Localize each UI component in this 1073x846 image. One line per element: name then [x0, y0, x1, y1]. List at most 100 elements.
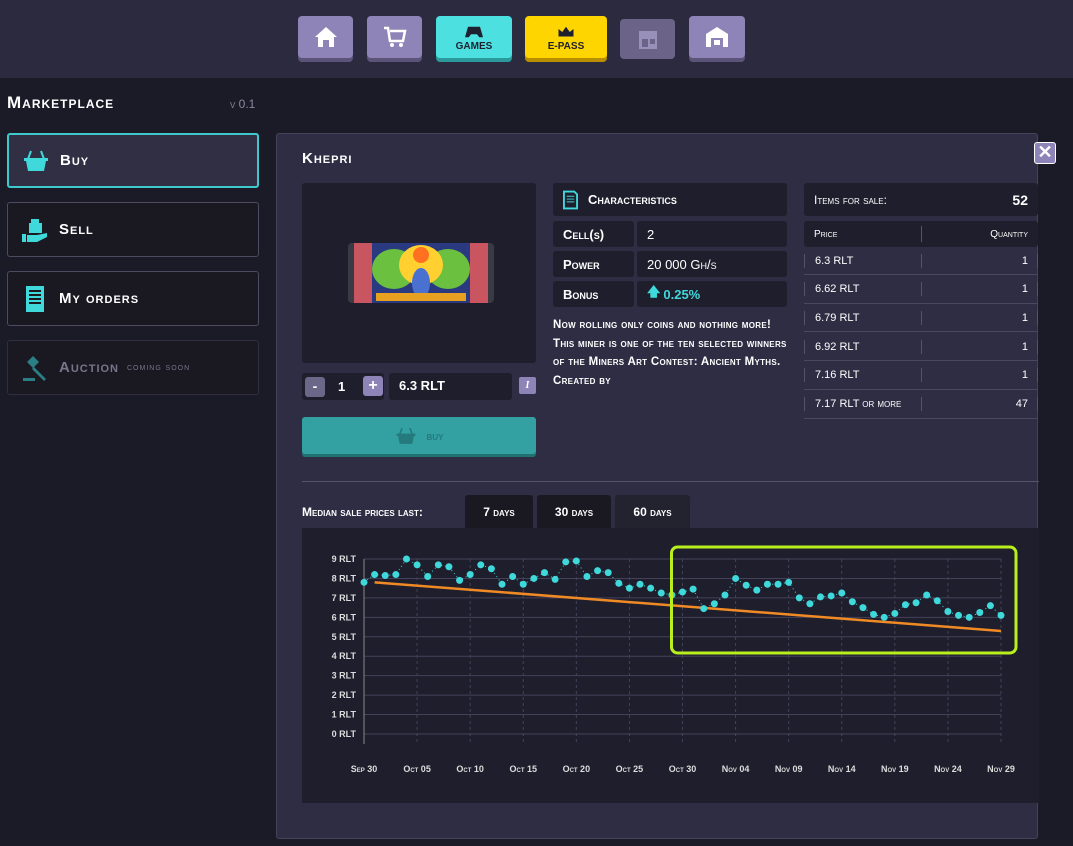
data-point	[785, 578, 793, 586]
data-point	[912, 599, 920, 607]
warehouse-icon	[706, 27, 728, 47]
tab-30-days[interactable]: 30 days	[537, 495, 611, 528]
data-point	[870, 610, 878, 618]
data-point	[732, 574, 740, 582]
data-point	[838, 589, 846, 597]
tab-7-days[interactable]: 7 days	[465, 495, 533, 528]
sale-row[interactable]: 7.16 RLT 1	[804, 362, 1038, 390]
nav-shop-button[interactable]	[620, 19, 675, 59]
data-point	[583, 573, 591, 580]
gamepad-icon	[465, 26, 483, 37]
khepri-miner-image	[348, 243, 494, 303]
product-image	[302, 183, 536, 363]
sale-quantity: 1	[1021, 311, 1028, 324]
sidebar-item-label: My orders	[59, 290, 140, 307]
arrow-up-icon: 🡅	[647, 284, 661, 299]
data-point	[424, 573, 432, 580]
price-chart: 0 RLT 1 RLT 2 RLT 3 RLT 4 RLT 5 RLT 6 RLT 7 RLT…	[332, 545, 1018, 774]
sidebar-item-my-orders[interactable]: My orders	[7, 271, 259, 326]
nav-home-button[interactable]	[298, 16, 353, 58]
x-tick-label: Oct 10	[456, 764, 484, 774]
data-point	[647, 584, 655, 592]
y-tick-label: 5 RLT	[332, 632, 357, 642]
sale-row[interactable]: 6.3 RLT 1	[804, 247, 1038, 275]
spec-value: 20 000 Gh/s	[637, 251, 787, 277]
sale-row[interactable]: 6.79 RLT 1	[804, 304, 1038, 333]
data-point	[880, 613, 888, 621]
data-point	[456, 576, 464, 584]
gavel-icon	[23, 355, 46, 381]
increment-button[interactable]: +	[363, 376, 383, 396]
data-point	[445, 563, 453, 571]
y-tick-label: 2 RLT	[332, 690, 357, 700]
spec-label: Bonus	[553, 281, 634, 307]
data-point	[615, 579, 623, 587]
data-point	[679, 588, 686, 596]
data-point	[753, 586, 761, 594]
price-field[interactable]: 6.3 RLT	[389, 373, 512, 400]
data-point	[742, 581, 750, 589]
close-button[interactable]: ✕	[1034, 142, 1056, 164]
data-point	[392, 571, 400, 579]
data-point	[413, 561, 421, 569]
price-chart-area: 0 RLT 1 RLT 2 RLT 3 RLT 4 RLT 5 RLT 6 RLT 7 RLT…	[302, 528, 1039, 803]
cart-icon	[383, 26, 407, 47]
document-icon	[563, 190, 578, 209]
data-point	[955, 611, 963, 619]
info-icon[interactable]: i	[519, 377, 536, 394]
nav-storage-button[interactable]	[689, 16, 745, 58]
data-point	[509, 573, 517, 580]
data-point	[806, 600, 814, 608]
y-tick-label: 4 RLT	[332, 651, 357, 661]
buy-button-label: buy	[426, 428, 444, 443]
y-tick-label: 9 RLT	[332, 554, 357, 564]
quantity-value[interactable]: 1	[338, 379, 346, 394]
sidebar-item-sell[interactable]: Sell	[7, 202, 259, 257]
buy-button[interactable]: buy	[302, 417, 536, 454]
data-point	[498, 580, 506, 588]
characteristics-title: Characteristics	[588, 192, 677, 207]
y-tick-label: 3 RLT	[332, 671, 357, 681]
receipt-icon	[26, 285, 44, 312]
data-point	[625, 584, 633, 592]
sidebar-item-label: Auction	[59, 359, 119, 376]
x-tick-label: Oct 15	[509, 764, 537, 774]
data-point	[774, 580, 782, 588]
sale-row[interactable]: 6.92 RLT 1	[804, 333, 1038, 362]
crown-icon	[558, 26, 574, 36]
data-point	[923, 591, 931, 599]
decrement-button[interactable]: -	[305, 377, 325, 397]
y-tick-label: 0 RLT	[332, 729, 357, 739]
data-point	[891, 609, 899, 617]
y-tick-label: 1 RLT	[332, 710, 357, 720]
tab-60-days[interactable]: 60 days	[615, 495, 690, 528]
sidebar-item-auction: Auction coming soon	[7, 340, 259, 395]
data-point	[466, 571, 474, 579]
x-tick-label: Oct 20	[563, 764, 591, 774]
data-point	[434, 561, 442, 569]
x-tick-label: Oct 30	[669, 764, 697, 774]
sale-row[interactable]: 7.17 RLT or more 47	[804, 391, 1038, 419]
nav-epass-button[interactable]: E-PASS	[525, 16, 607, 58]
median-prices-label: Median sale prices last:	[302, 505, 423, 519]
sale-quantity: 1	[1021, 254, 1028, 267]
nav-games-button[interactable]: GAMES	[436, 16, 512, 58]
data-point	[986, 602, 994, 610]
sale-quantity: 47	[1015, 398, 1028, 410]
close-icon: ✕	[1037, 142, 1053, 162]
sale-row[interactable]: 6.62 RLT 1	[804, 276, 1038, 304]
sidebar-item-buy[interactable]: Buy	[7, 133, 259, 188]
data-point	[477, 561, 485, 569]
sidebar-item-label: Sell	[59, 221, 94, 238]
sale-price: 6.79 RLT	[815, 311, 860, 324]
data-point	[402, 555, 410, 563]
data-point	[721, 591, 729, 599]
data-point	[859, 604, 867, 612]
data-point	[965, 613, 973, 621]
x-tick-label: Nov 24	[934, 764, 962, 774]
sale-price: 6.62 RLT	[815, 283, 860, 296]
nav-store-button[interactable]	[367, 16, 422, 58]
product-description: Now rolling only coins and nothing more!…	[553, 319, 787, 387]
spec-label: Cell(s)	[553, 221, 634, 247]
items-for-sale-count: 52	[1012, 191, 1028, 208]
